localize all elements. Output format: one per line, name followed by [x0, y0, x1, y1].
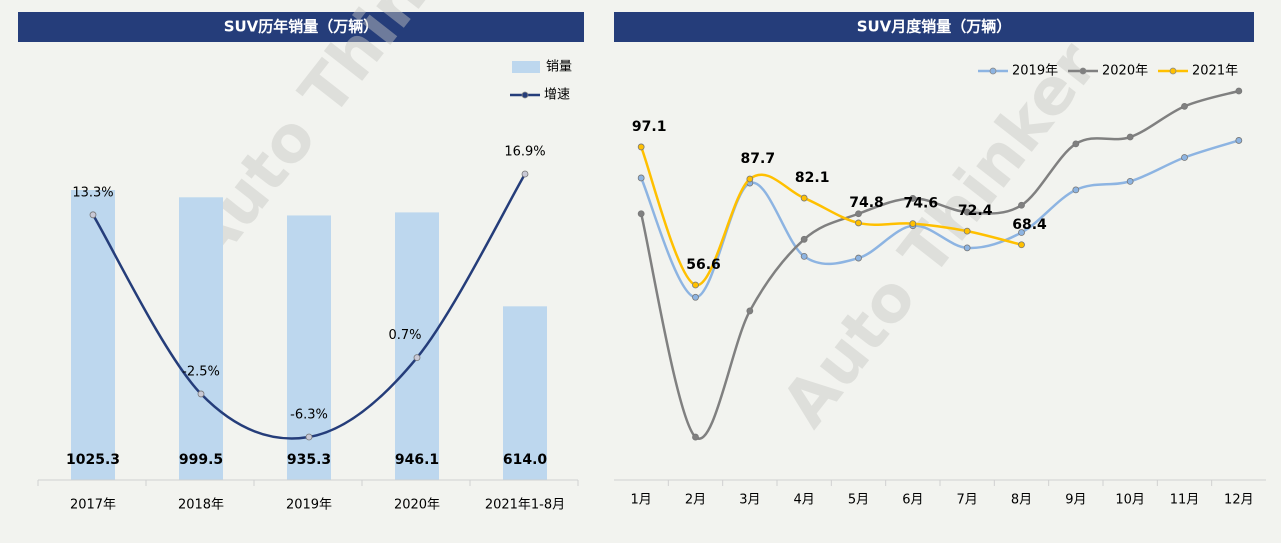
legend-marker — [989, 67, 997, 75]
point — [746, 175, 754, 183]
point — [692, 293, 699, 301]
x-tick-label: 3月 — [739, 493, 760, 508]
legend-marker — [521, 91, 529, 99]
legend-swatch — [512, 61, 540, 73]
point — [800, 235, 808, 243]
value-label: 87.7 — [741, 151, 776, 167]
legend-label: 2020年 — [1102, 64, 1148, 79]
chart-title: SUV月度销量（万辆） — [857, 18, 1012, 36]
point — [1181, 154, 1188, 161]
title-band — [18, 12, 584, 42]
value-label: 74.6 — [904, 196, 939, 212]
point — [1126, 133, 1134, 141]
point — [800, 252, 808, 260]
title-band — [614, 12, 1254, 42]
point — [413, 354, 421, 362]
x-tick-label: 2017年 — [70, 498, 116, 513]
point — [637, 143, 645, 151]
point — [855, 219, 862, 227]
point — [1018, 201, 1025, 209]
point — [1018, 229, 1025, 236]
x-tick-label: 1月 — [631, 493, 652, 508]
value-label: 74.8 — [849, 195, 884, 211]
point — [963, 244, 971, 252]
point — [963, 227, 971, 235]
value-label: 68.4 — [1012, 217, 1047, 233]
value-label: 1025.3 — [66, 452, 120, 468]
legend-marker — [1079, 67, 1087, 75]
value-label: 13.3% — [72, 185, 113, 200]
legend-label: 销量 — [546, 60, 572, 75]
point — [909, 220, 917, 228]
x-tick-label: 2019年 — [286, 498, 332, 513]
value-label: 82.1 — [795, 170, 830, 186]
x-tick-label: 2月 — [685, 493, 706, 508]
x-tick-label: 9月 — [1065, 493, 1086, 508]
point — [637, 174, 645, 182]
value-label: -2.5% — [182, 364, 220, 379]
value-label: 56.6 — [686, 257, 721, 273]
x-tick-label: 8月 — [1011, 493, 1032, 508]
x-tick-label: 2018年 — [178, 498, 224, 513]
x-tick-label: 12月 — [1224, 493, 1254, 508]
x-tick-label: 4月 — [794, 493, 815, 508]
point — [1126, 177, 1134, 185]
value-label: 16.9% — [504, 145, 545, 160]
value-label: 0.7% — [388, 328, 421, 343]
point — [197, 390, 205, 398]
legend-label: 2021年 — [1192, 64, 1238, 79]
bar — [179, 197, 223, 481]
point — [746, 307, 754, 315]
value-label: 999.5 — [179, 452, 223, 468]
point — [521, 170, 529, 178]
point — [1072, 140, 1080, 148]
point — [800, 194, 808, 202]
x-tick-label: 2020年 — [394, 498, 440, 513]
bar — [395, 212, 439, 480]
point — [89, 211, 97, 219]
x-tick-label: 6月 — [902, 493, 923, 508]
value-label: -6.3% — [290, 408, 328, 423]
value-label: 72.4 — [958, 203, 993, 219]
point — [1235, 87, 1243, 95]
x-tick-label: 2021年1-8月 — [485, 498, 565, 513]
legend-label: 2019年 — [1012, 64, 1058, 79]
point — [692, 281, 699, 289]
value-label: 97.1 — [632, 119, 667, 135]
bar — [503, 306, 547, 480]
point — [963, 208, 971, 216]
x-tick-label: 5月 — [848, 493, 869, 508]
legend-marker — [1169, 67, 1177, 75]
value-label: 614.0 — [503, 452, 548, 468]
bar — [71, 190, 115, 480]
point — [692, 433, 699, 441]
chart-title: SUV历年销量（万辆） — [224, 18, 379, 36]
point — [855, 210, 862, 218]
point — [909, 195, 917, 202]
legend-label: 增速 — [544, 88, 570, 103]
x-tick-label: 11月 — [1170, 493, 1200, 508]
value-label: 946.1 — [395, 452, 439, 468]
point — [1181, 102, 1188, 110]
point — [1018, 241, 1025, 249]
point — [637, 210, 645, 218]
x-tick-label: 10月 — [1115, 493, 1145, 508]
point — [1235, 137, 1243, 144]
x-tick-label: 7月 — [957, 493, 978, 508]
point — [305, 433, 313, 441]
value-label: 935.3 — [287, 452, 331, 468]
point — [1072, 186, 1080, 194]
point — [855, 254, 862, 262]
